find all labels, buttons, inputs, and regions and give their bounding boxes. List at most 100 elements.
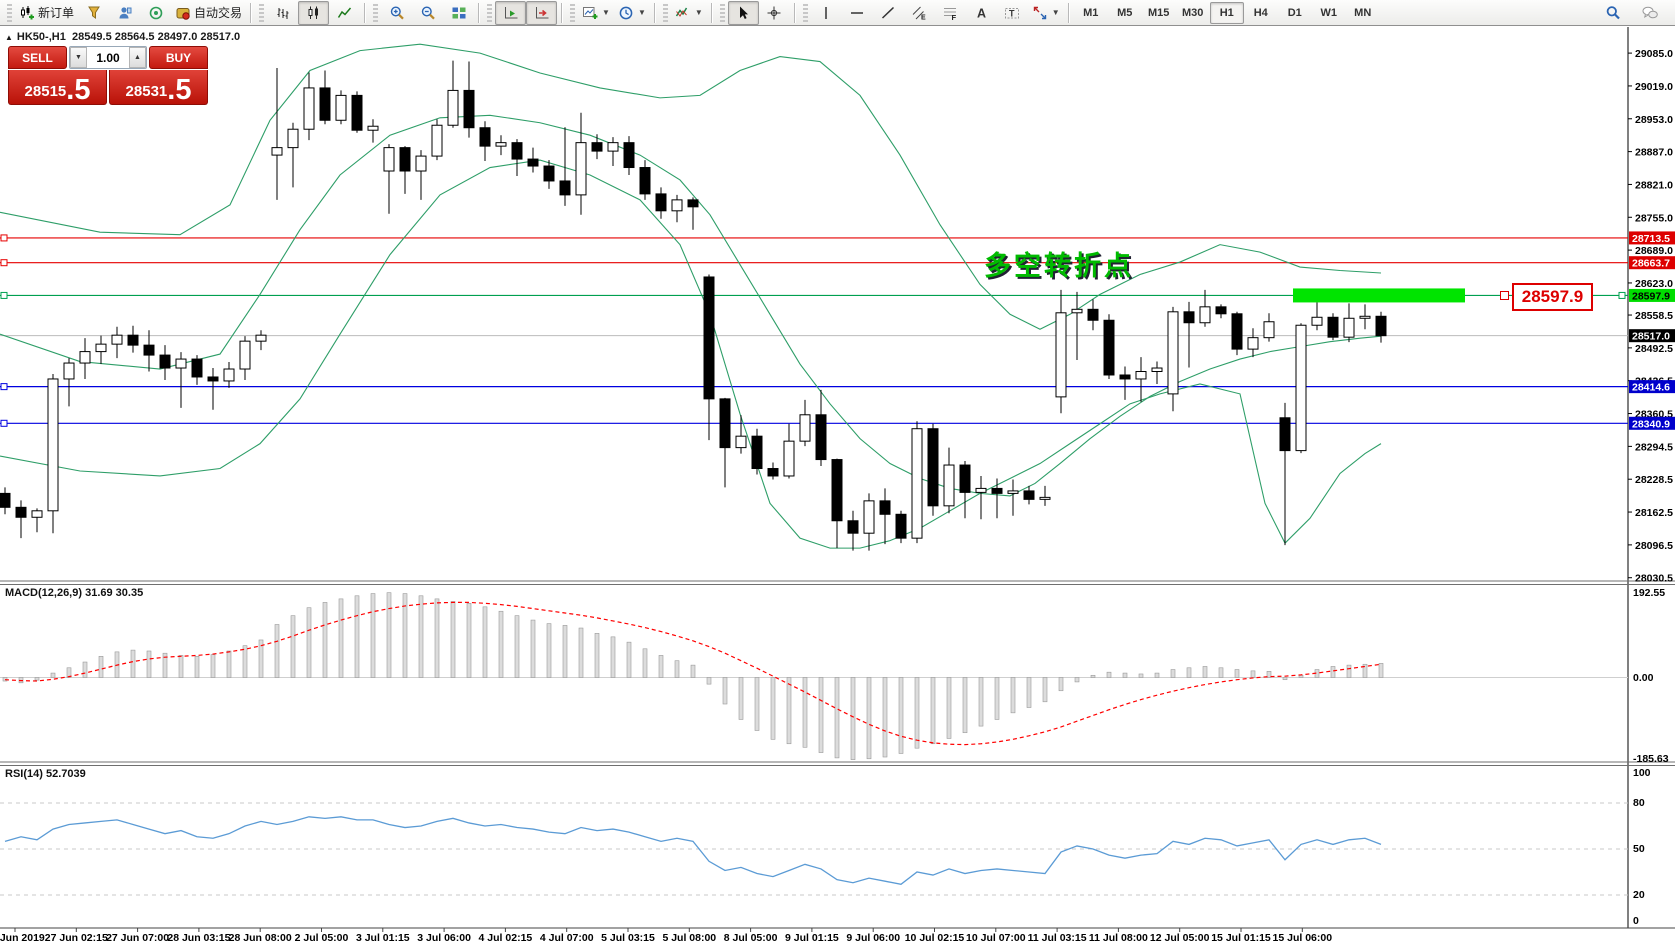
chevron-down-icon[interactable]: ▼ <box>637 8 646 17</box>
candle-body <box>303 87 315 130</box>
auto-trading-button[interactable]: 自动交易 <box>171 1 246 25</box>
horizontal-lines[interactable] <box>0 234 1628 427</box>
rsi-scale-label: 0 <box>1633 915 1639 927</box>
buy-price[interactable]: 28531.5 <box>109 70 208 105</box>
chart-annotation-text[interactable]: 多空转折点 <box>984 251 1134 281</box>
fibonacci-button[interactable]: F <box>935 1 966 25</box>
new-chart-button[interactable]: ▼ <box>578 1 614 25</box>
chevron-down-icon[interactable]: ▼ <box>602 8 610 17</box>
zoom-in-button[interactable] <box>381 1 412 25</box>
candle-body <box>1071 308 1083 314</box>
macd-histogram <box>2 592 1384 760</box>
text-label-button[interactable]: T <box>997 1 1028 25</box>
crosshair-button[interactable] <box>759 1 790 25</box>
candle-body <box>1215 306 1227 315</box>
cursor-button[interactable] <box>727 0 759 25</box>
sell-price-pips: .5 <box>66 73 91 106</box>
funnel-icon <box>86 5 102 21</box>
sell-price[interactable]: 28515.5 <box>8 70 107 105</box>
timeframe-m1-button[interactable]: M1 <box>1083 6 1099 19</box>
market-watch-button[interactable] <box>109 1 140 25</box>
funnel-button[interactable] <box>78 1 109 25</box>
candle-body <box>255 334 267 342</box>
timeframe-m5-button[interactable]: M5 <box>1117 6 1133 19</box>
toolbar-grip[interactable] <box>719 3 725 22</box>
price-callout-box[interactable]: 28597.9 <box>1512 283 1593 311</box>
toolbar-grip[interactable] <box>373 3 379 22</box>
candle-body <box>1375 315 1387 337</box>
tile-windows-button[interactable] <box>443 1 474 25</box>
timeframe-d1-button[interactable]: D1 <box>1287 6 1302 19</box>
trendline-icon <box>880 5 896 21</box>
channel-button[interactable]: E <box>904 1 935 25</box>
highlight-zone-rect[interactable] <box>1293 288 1465 303</box>
timeframe-m15-button[interactable]: M15 <box>1148 6 1170 19</box>
auto-scroll-button[interactable] <box>526 0 558 25</box>
hline-anchor[interactable] <box>0 291 8 299</box>
toolbar-grip[interactable] <box>259 3 265 22</box>
rsi-scale-label: 80 <box>1633 797 1645 809</box>
vertical-line-button[interactable] <box>811 1 842 25</box>
buy-button[interactable]: BUY <box>149 46 208 69</box>
candle-body <box>751 435 763 470</box>
hline-anchor[interactable] <box>0 383 8 391</box>
bar-chart-button[interactable] <box>267 1 298 25</box>
volume-increase-button[interactable]: ▲ <box>129 47 146 68</box>
candle-body <box>335 94 347 121</box>
profiles-clock-button[interactable]: ▼ <box>614 1 650 25</box>
trendline-button[interactable] <box>873 1 904 25</box>
hline-anchor[interactable] <box>0 419 8 427</box>
timeframe-mn-button[interactable]: MN <box>1354 6 1372 19</box>
toolbar-grip[interactable] <box>7 3 12 22</box>
candle-body <box>687 199 699 208</box>
candle-body <box>943 464 955 507</box>
candlestick-button[interactable] <box>298 0 330 25</box>
chevron-down-icon[interactable]: ▼ <box>694 8 703 17</box>
sell-button[interactable]: SELL <box>8 46 67 69</box>
sell-price-main: 28515 <box>24 83 67 100</box>
timeframe-w1-button[interactable]: W1 <box>1320 6 1337 19</box>
collapse-icon[interactable]: ▲ <box>5 33 13 42</box>
chart-shift-button[interactable] <box>495 0 527 25</box>
timeframe-m30-button[interactable]: M30 <box>1182 6 1204 19</box>
candle-body <box>463 89 475 129</box>
new-order-icon <box>19 5 35 21</box>
chevron-down-icon[interactable]: ▼ <box>1051 8 1060 17</box>
new-order-button[interactable]: 新订单 <box>15 1 78 25</box>
macd-bar <box>338 598 344 678</box>
arrows-button[interactable]: ▼ <box>1028 1 1064 25</box>
chat-button[interactable] <box>1634 1 1665 25</box>
macd-bar <box>322 602 328 678</box>
callout-anchor-square[interactable] <box>1500 291 1509 300</box>
green-line-right-anchor[interactable] <box>1618 291 1626 299</box>
toolbar-grip[interactable] <box>662 3 668 22</box>
navigator-button[interactable] <box>140 1 171 25</box>
toolbar-grip[interactable] <box>487 3 493 22</box>
toolbar-grip[interactable] <box>570 3 576 22</box>
macd-bar <box>722 677 728 705</box>
macd-bar <box>674 660 680 678</box>
zoom-out-button[interactable] <box>412 1 443 25</box>
toolbar-grip[interactable] <box>802 3 808 22</box>
main-toolbar: 新订单 自动交易 ▼ ▼ ▼ E F A T ▼ M1 M5 M15 M30 H1 H4 D1 W1 MN <box>0 0 1675 26</box>
volume-input[interactable]: 1.00 <box>96 50 120 65</box>
time-tick-label: 3 Jul 01:15 <box>356 932 410 944</box>
line-chart-button[interactable] <box>329 1 360 25</box>
hline-anchor[interactable] <box>0 234 8 242</box>
timeframe-h4-button[interactable]: H4 <box>1253 6 1268 19</box>
new-chart-icon <box>582 5 598 21</box>
horizontal-line-button[interactable] <box>842 1 873 25</box>
volume-decrease-button[interactable]: ▼ <box>70 47 87 68</box>
text-label-icon: T <box>1004 5 1020 21</box>
timeframe-h1-button[interactable]: H1 <box>1209 1 1244 24</box>
candle-body <box>207 376 219 382</box>
macd-bar <box>706 677 712 685</box>
candle-body <box>1055 312 1067 398</box>
search-button[interactable] <box>1597 1 1628 25</box>
text-button[interactable]: A <box>966 1 997 25</box>
hline-anchor[interactable] <box>0 259 8 267</box>
indicators-button[interactable]: ▼ <box>671 1 707 25</box>
macd-bar <box>850 677 856 760</box>
